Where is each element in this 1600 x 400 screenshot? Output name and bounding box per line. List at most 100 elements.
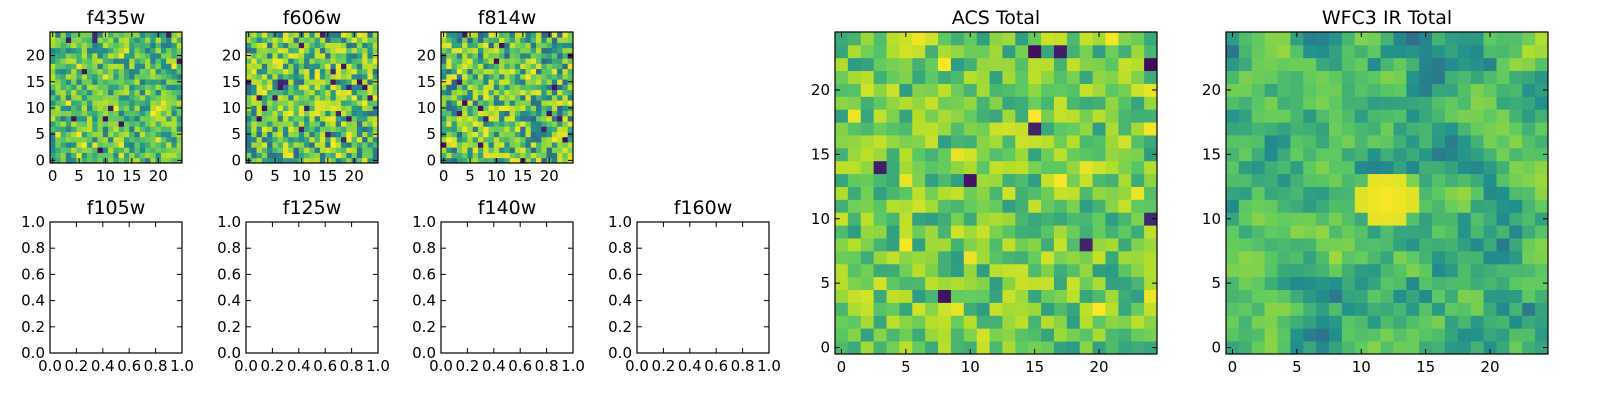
heatmap-cell [976, 135, 990, 149]
heatmap-cell [1367, 173, 1381, 187]
heatmap-cell [1118, 96, 1132, 110]
heatmap-cell [1290, 276, 1304, 290]
heatmap-cell [1496, 135, 1510, 149]
heatmap-cell [938, 96, 952, 110]
heatmap-cell [873, 238, 887, 252]
heatmap-cell [1470, 341, 1484, 355]
heatmap-cell [1290, 83, 1304, 97]
heatmap-cell [1251, 263, 1266, 278]
heatmap-cell [367, 37, 374, 43]
heatmap-cell [1444, 289, 1459, 303]
heatmap-cell [925, 225, 939, 239]
heatmap-cell [1264, 263, 1278, 278]
heatmap-cell [293, 100, 300, 106]
heatmap-cell [55, 121, 61, 127]
heatmap-cell [1380, 96, 1394, 110]
heatmap-cell [155, 136, 162, 143]
heatmap-cell [886, 328, 900, 342]
heatmap-cell [92, 147, 98, 153]
heatmap-cell [1509, 302, 1523, 316]
heatmap-cell [1354, 328, 1369, 342]
heatmap-cell [950, 186, 965, 200]
heatmap-cell [950, 328, 965, 342]
heatmap-cell [319, 131, 326, 138]
heatmap-cell [134, 32, 141, 38]
heatmap-cell [171, 105, 178, 111]
heatmap-cell [1226, 199, 1240, 213]
heatmap-cell [451, 52, 458, 59]
heatmap-cell [1028, 289, 1042, 303]
heatmap-cell [176, 152, 183, 159]
heatmap-cell [108, 121, 114, 127]
heatmap-cell [71, 42, 77, 49]
heatmap-cell [451, 37, 458, 43]
heatmap-cell [118, 68, 125, 75]
heatmap-cell [1002, 83, 1016, 97]
heatmap-cell [567, 42, 574, 49]
heatmap-cell [483, 105, 489, 111]
heatmap-cell [171, 115, 178, 122]
heatmap-cell [551, 63, 558, 70]
heatmap-cell [1002, 44, 1016, 59]
heatmap-cell [134, 126, 141, 132]
heatmap-cell [525, 52, 532, 59]
heatmap-cell [835, 225, 849, 239]
heatmap-cell [1457, 32, 1472, 46]
heatmap-cell [1380, 44, 1394, 59]
heatmap-cell [123, 100, 130, 106]
heatmap-cell [362, 89, 368, 96]
heatmap-cell [1226, 212, 1240, 226]
heatmap-cell [160, 68, 167, 75]
heatmap-cell [1535, 225, 1549, 239]
heatmap-cell [441, 89, 447, 96]
heatmap-cell [509, 73, 516, 80]
heatmap-cell [1393, 186, 1407, 200]
heatmap-cell [1483, 250, 1497, 265]
heatmap-cell [176, 58, 183, 64]
heatmap-cell [963, 199, 978, 213]
heatmap-cell [925, 199, 939, 213]
heatmap-cell [160, 126, 167, 132]
heatmap-cell [1509, 186, 1523, 200]
heatmap-cell [1041, 199, 1055, 213]
heatmap-cell [341, 142, 347, 148]
heatmap-cell [346, 94, 352, 101]
heatmap-cell [899, 96, 913, 110]
heatmap-cell [1316, 32, 1330, 46]
heatmap-cell [129, 47, 135, 54]
heatmap-cell [938, 83, 952, 97]
heatmap-cell [546, 68, 553, 75]
y-tick-label: 0.8 [608, 239, 632, 257]
heatmap-cell [1041, 276, 1055, 290]
heatmap-cell [1238, 289, 1253, 303]
heatmap-cell [256, 142, 263, 148]
heatmap-cell [282, 121, 289, 127]
heatmap-cell [1041, 96, 1055, 110]
heatmap-cell [1015, 276, 1029, 290]
heatmap-cell [514, 52, 521, 59]
heatmap-cell [873, 315, 887, 329]
panel-title: f105w [87, 197, 146, 219]
heatmap-cell [1457, 341, 1472, 355]
heatmap-cell [134, 142, 141, 148]
heatmap-cell [562, 142, 569, 148]
heatmap-cell [1264, 302, 1278, 316]
heatmap-cell [1444, 328, 1459, 342]
heatmap-cell [1131, 173, 1145, 187]
heatmap-cell [272, 147, 279, 153]
heatmap-cell [335, 47, 342, 54]
heatmap-cell [314, 47, 321, 54]
heatmap-cell [504, 100, 511, 106]
heatmap-cell [282, 157, 289, 164]
heatmap-cell [446, 84, 452, 91]
heatmap-cell [847, 186, 862, 200]
heatmap-cell [1483, 135, 1497, 149]
heatmap-cell [325, 84, 331, 91]
x-tick-label: 0.6 [704, 357, 728, 375]
heatmap-cell [477, 110, 484, 117]
heatmap-cell [129, 84, 135, 91]
heatmap-cell [1079, 147, 1093, 162]
heatmap-cell [1496, 302, 1510, 316]
heatmap-cell [451, 131, 458, 138]
heatmap-cell [562, 110, 569, 117]
